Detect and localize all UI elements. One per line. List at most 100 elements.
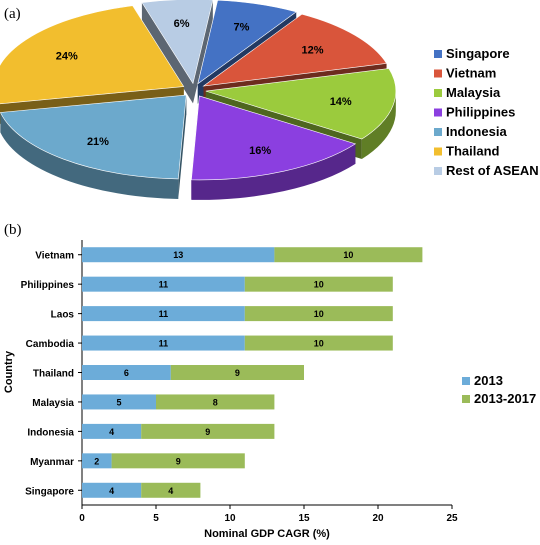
x-tick-label: 0 <box>79 513 85 524</box>
pie-top <box>202 13 388 87</box>
legend-swatch <box>434 147 442 156</box>
bar-segment-2013-2017 <box>141 482 201 498</box>
bar-value-label: 11 <box>159 309 169 319</box>
legend-label: Vietnam <box>446 66 496 81</box>
category-label: Laos <box>51 310 75 321</box>
bar-value-label: 10 <box>314 339 324 349</box>
bar-segment-2013 <box>82 453 112 469</box>
bar-segment-2013 <box>82 394 156 410</box>
legend-label: Malaysia <box>446 85 501 100</box>
pie-value-label-rest-of-asean: 6% <box>174 18 190 30</box>
bar-row-malaysia: Malaysia 5 8 <box>32 394 275 410</box>
legend-item-philippines: Philippines <box>434 105 515 120</box>
pie-top <box>0 5 185 105</box>
legend-label: 2013-2017 <box>474 391 536 406</box>
bar-segment-2013 <box>82 335 245 351</box>
pie-wall <box>192 0 213 104</box>
pie-value-label-vietnam: 12% <box>302 44 324 56</box>
x-tick-label: 25 <box>446 513 458 524</box>
bar-value-label: 9 <box>205 427 210 437</box>
category-label: Malaysia <box>32 398 74 409</box>
bar-value-label: 4 <box>168 486 173 496</box>
y-axis-title: Country <box>3 350 15 393</box>
pie-rim <box>191 143 356 200</box>
bar-row-laos: Laos 11 10 <box>51 306 393 322</box>
bar-segment-2013-2017 <box>244 306 393 322</box>
legend-label: Rest of ASEAN <box>446 163 539 178</box>
legend-swatch <box>434 128 442 136</box>
pie-slice-rest-of-asean <box>141 0 214 104</box>
pie-slice-indonesia <box>0 94 187 199</box>
legend-item-vietnam: Vietnam <box>434 66 496 81</box>
legend-label: Singapore <box>446 46 510 61</box>
pie-wall <box>141 2 193 104</box>
bar-segment-2013-2017 <box>111 453 245 469</box>
bar-legend: 2013 2013-2017 <box>462 373 536 406</box>
category-label: Myanmar <box>30 457 74 468</box>
x-tick-label: 10 <box>224 513 236 524</box>
category-label: Vietnam <box>35 251 74 262</box>
bar-value-label: 4 <box>109 427 114 437</box>
bar-row-vietnam: Vietnam 13 10 <box>35 247 423 263</box>
legend-label: Indonesia <box>446 124 507 139</box>
bar-value-label: 2 <box>94 456 99 466</box>
bar-row-cambodia: Cambodia 11 10 <box>26 335 393 351</box>
bar-segment-2013-2017 <box>156 394 275 410</box>
bar-value-label: 10 <box>343 250 353 260</box>
pie-top <box>205 68 397 140</box>
bar-segment-2013-2017 <box>244 276 393 292</box>
category-label: Indonesia <box>27 427 74 438</box>
legend-swatch <box>462 377 470 385</box>
bar-row-singapore: Singapore 4 4 <box>25 482 201 498</box>
bar-segment-2013 <box>82 306 245 322</box>
pie-wall <box>178 95 187 199</box>
bar-value-label: 9 <box>235 368 240 378</box>
bar-segment-2013 <box>82 247 275 263</box>
bar-row-myanmar: Myanmar 2 9 <box>30 453 245 469</box>
bar-value-label: 11 <box>159 339 169 349</box>
legend-swatch <box>434 50 442 58</box>
legend-swatch <box>434 108 442 117</box>
legend-swatch <box>434 89 442 97</box>
pie-value-label-thailand: 24% <box>56 50 78 62</box>
legend-swatch <box>462 395 470 403</box>
bar-row-philippines: Philippines 11 10 <box>21 276 393 292</box>
legend-item-malaysia: Malaysia <box>434 85 501 100</box>
pie-top <box>197 0 297 85</box>
panel-b-label: (b) <box>4 222 22 238</box>
legend-item-indonesia: Indonesia <box>434 124 507 139</box>
pie-slice-philippines <box>191 95 357 200</box>
legend-item-thailand: Thailand <box>434 144 500 159</box>
legend-label: Thailand <box>446 144 500 159</box>
legend-swatch <box>434 167 442 175</box>
bar-row-thailand: Thailand 6 9 <box>33 365 304 380</box>
pie-value-label-malaysia: 14% <box>330 96 352 108</box>
category-label: Cambodia <box>26 339 75 350</box>
bar-value-label: 4 <box>109 486 114 496</box>
bar-row-indonesia: Indonesia 4 9 <box>27 423 275 439</box>
pie-value-label-philippines: 16% <box>249 145 271 157</box>
pie-value-label-singapore: 7% <box>234 21 250 33</box>
legend-item-singapore: Singapore <box>434 46 510 61</box>
category-label: Singapore <box>25 486 74 497</box>
bar-segment-2013 <box>82 365 171 380</box>
category-label: Thailand <box>33 369 74 380</box>
bar-segment-2013 <box>82 276 245 292</box>
bar-value-label: 6 <box>124 368 129 378</box>
legend-item-2013: 2013 <box>462 373 503 388</box>
legend-label: Philippines <box>446 105 515 120</box>
x-axis-title: Nominal GDP CAGR (%) <box>204 528 330 540</box>
pie-legend: Singapore Vietnam Malaysia Philippines Indon… <box>434 46 539 178</box>
bar-segment-2013 <box>82 423 142 439</box>
legend-item-2013-2017: 2013-2017 <box>462 391 536 406</box>
x-tick-label: 15 <box>298 513 310 524</box>
legend-item-rest-of-asean: Rest of ASEAN <box>434 163 539 178</box>
x-tick-label: 5 <box>153 513 159 524</box>
category-label: Philippines <box>21 280 75 291</box>
bar-value-label: 10 <box>314 309 324 319</box>
bar-segment-2013-2017 <box>274 247 423 263</box>
bar-value-label: 13 <box>173 250 183 260</box>
bar-segment-2013-2017 <box>170 365 304 380</box>
